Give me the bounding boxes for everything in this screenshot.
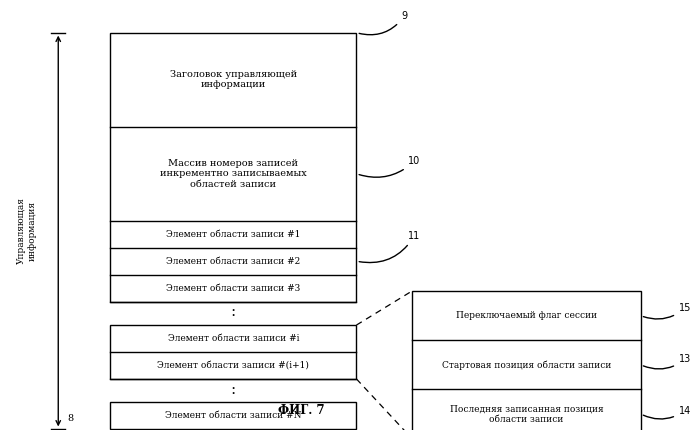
Text: Элемент области записи #2: Элемент области записи #2 bbox=[166, 257, 301, 266]
Text: Элемент области записи #1: Элемент области записи #1 bbox=[166, 230, 301, 239]
Bar bbox=[110, 33, 356, 301]
Bar bbox=[412, 291, 641, 433]
Text: 8: 8 bbox=[68, 414, 74, 423]
Text: Заголовок управляющей
информации: Заголовок управляющей информации bbox=[170, 70, 297, 90]
Bar bbox=[110, 402, 356, 430]
Text: :: : bbox=[231, 305, 236, 320]
Text: 9: 9 bbox=[359, 10, 408, 35]
Text: Элемент области записи #N: Элемент области записи #N bbox=[165, 411, 301, 420]
Text: Элемент области записи #(i+1): Элемент области записи #(i+1) bbox=[157, 361, 309, 370]
Text: Элемент области записи #i: Элемент области записи #i bbox=[168, 334, 299, 343]
Text: 11: 11 bbox=[359, 230, 421, 262]
Text: 14: 14 bbox=[643, 406, 691, 419]
Text: Переключаемый флаг сессии: Переключаемый флаг сессии bbox=[456, 311, 597, 320]
Text: :: : bbox=[231, 383, 236, 397]
Text: ФИГ. 7: ФИГ. 7 bbox=[278, 404, 324, 417]
Text: Элемент области записи #3: Элемент области записи #3 bbox=[166, 284, 301, 293]
Text: Стартовая позиция области записи: Стартовая позиция области записи bbox=[442, 360, 611, 370]
Text: Последняя записанная позиция
области записи: Последняя записанная позиция области зап… bbox=[449, 404, 603, 423]
Bar bbox=[110, 325, 356, 379]
Text: Массив номеров записей
инкрементно записываемых
областей записи: Массив номеров записей инкрементно запис… bbox=[160, 159, 307, 189]
Text: Управляющая
информация: Управляющая информация bbox=[17, 197, 37, 265]
Text: 10: 10 bbox=[359, 156, 421, 177]
Text: 13: 13 bbox=[643, 354, 691, 369]
Text: 15: 15 bbox=[643, 303, 691, 319]
